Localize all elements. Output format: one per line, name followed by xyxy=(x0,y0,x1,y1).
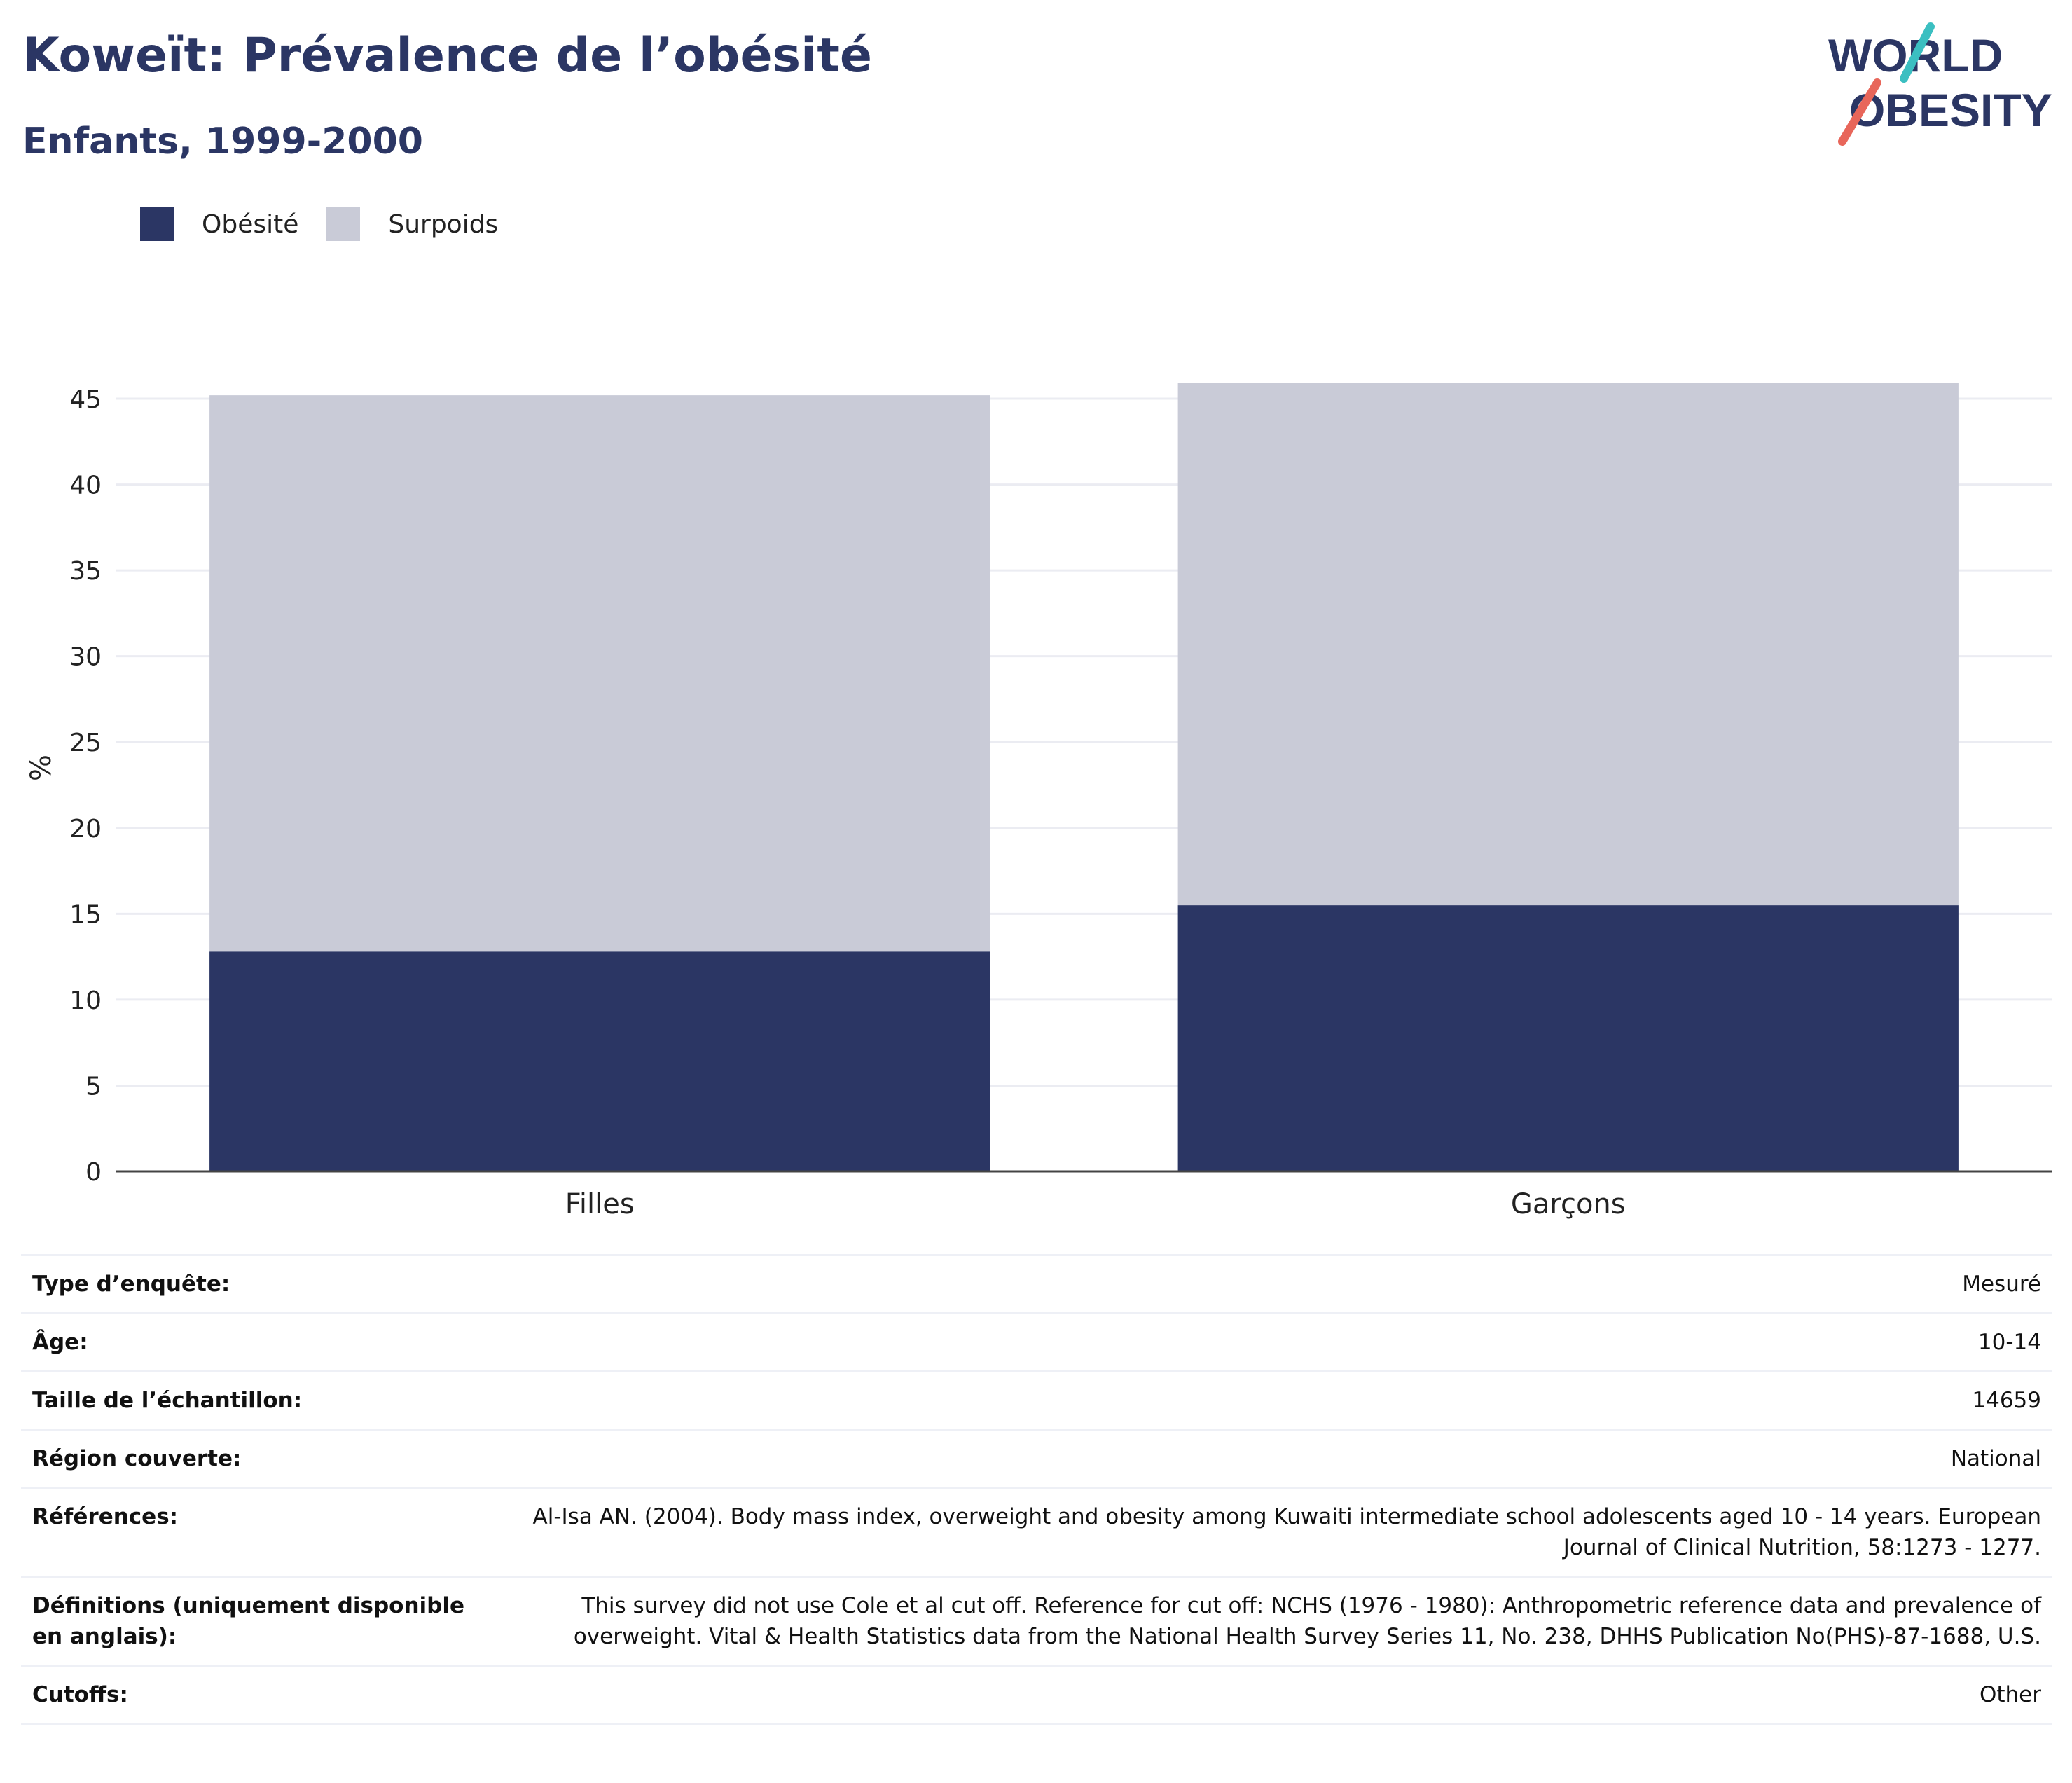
y-tick-label: 25 xyxy=(69,729,102,757)
y-tick-label: 0 xyxy=(85,1158,102,1187)
meta-value-age: 10-14 xyxy=(506,1313,2052,1372)
legend-item-surpoids[interactable]: Surpoids xyxy=(326,207,498,241)
meta-value-definitions: This survey did not use Cole et al cut o… xyxy=(506,1576,2052,1667)
y-tick-label: 45 xyxy=(69,385,102,414)
bar-obesite-1 xyxy=(1177,905,1959,1171)
table-row: Cutoffs: Other xyxy=(21,1665,2052,1725)
table-row: Définitions (uniquement disponible en an… xyxy=(21,1576,2052,1667)
legend-swatch-obesite xyxy=(140,207,174,241)
table-row: Références: Al-Isa AN. (2004). Body mass… xyxy=(21,1487,2052,1578)
table-row: Type d’enquête: Mesuré xyxy=(21,1254,2052,1314)
meta-key-references: Références: xyxy=(21,1487,506,1578)
legend-swatch-surpoids xyxy=(326,207,361,241)
x-tick-label: Garçons xyxy=(1511,1188,1626,1220)
stacked-bar-chart: 0 5 10 15 20 25 30 35 40 45% Filles Garçons xyxy=(25,383,2052,1220)
y-tick-label: 10 xyxy=(69,986,102,1015)
table-row: Taille de l’échantillon: 14659 xyxy=(21,1371,2052,1431)
table-row: Âge: 10-14 xyxy=(21,1313,2052,1372)
y-tick-label: 35 xyxy=(69,557,102,586)
bar-obesite-0 xyxy=(209,951,990,1171)
chart-subtitle: Enfants, 1999-2000 xyxy=(22,121,423,163)
y-tick-label: 40 xyxy=(69,471,102,500)
meta-value-region: National xyxy=(506,1429,2052,1489)
meta-value-sample-size: 14659 xyxy=(506,1371,2052,1431)
legend-label-surpoids: Surpoids xyxy=(388,209,499,239)
meta-value-references: Al-Isa AN. (2004). Body mass index, over… xyxy=(506,1487,2052,1578)
legend-item-obesite[interactable]: Obésité xyxy=(140,207,298,241)
svg-text:OBESITY: OBESITY xyxy=(1849,84,2052,136)
bar-surpoids-0 xyxy=(209,395,990,952)
table-row: Région couverte: National xyxy=(21,1429,2052,1489)
meta-key-cutoffs: Cutoffs: xyxy=(21,1665,506,1725)
y-tick-label: 20 xyxy=(69,815,102,844)
y-axis-label: % xyxy=(25,755,57,781)
y-tick-label: 5 xyxy=(85,1072,102,1101)
meta-key-definitions: Définitions (uniquement disponible en an… xyxy=(21,1576,506,1667)
x-tick-label: Filles xyxy=(565,1188,635,1220)
chart-legend: Obésité Surpoids xyxy=(140,207,526,241)
meta-value-survey-type: Mesuré xyxy=(506,1254,2052,1314)
meta-key-region: Région couverte: xyxy=(21,1429,506,1489)
y-tick-label: 15 xyxy=(69,900,102,929)
bar-surpoids-1 xyxy=(1177,383,1959,906)
world-obesity-logo: WORLD OBESITY xyxy=(1828,22,2052,146)
chart-title: Koweït: Prévalence de l’obésité xyxy=(22,28,873,83)
meta-key-sample-size: Taille de l’échantillon: xyxy=(21,1371,506,1431)
meta-value-cutoffs: Other xyxy=(506,1665,2052,1725)
y-tick-label: 30 xyxy=(69,643,102,672)
meta-key-age: Âge: xyxy=(21,1313,506,1372)
legend-label-obesite: Obésité xyxy=(202,209,299,239)
survey-metadata-table: Type d’enquête: Mesuré Âge: 10-14 Taille… xyxy=(21,1254,2052,1725)
meta-key-survey-type: Type d’enquête: xyxy=(21,1254,506,1314)
